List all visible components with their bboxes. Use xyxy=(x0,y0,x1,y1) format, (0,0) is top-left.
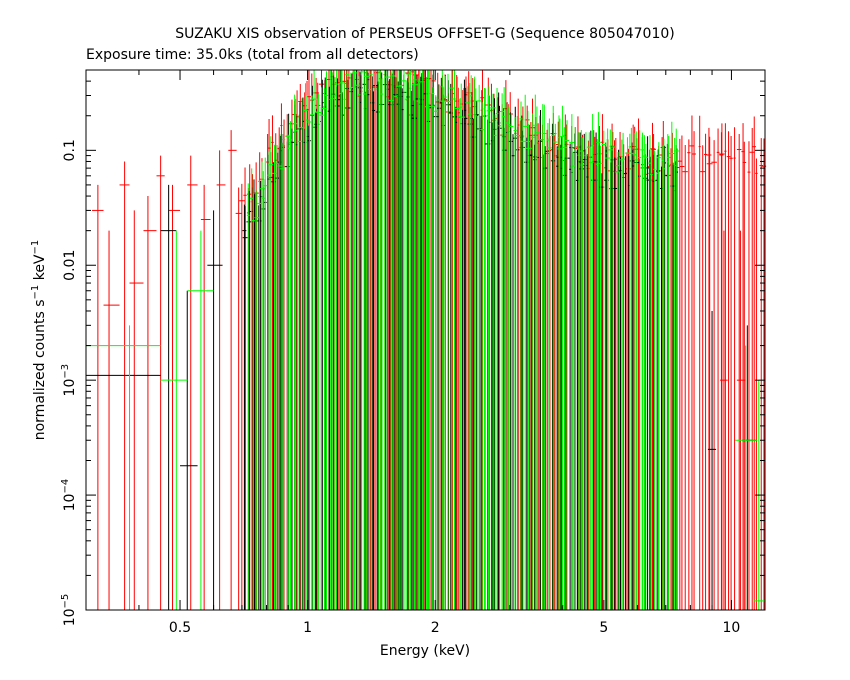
x-tick-label: 2 xyxy=(431,620,440,636)
axis-layer: 0.5 1 2 5 10 0.1 0.01 10−3 10−4 10−5 xyxy=(60,69,765,636)
x-axis-label: Energy (keV) xyxy=(380,643,470,659)
chart-title: SUZAKU XIS observation of PERSEUS OFFSET… xyxy=(175,26,674,42)
x-tick-label: 5 xyxy=(599,620,608,636)
x-tick-label: 0.5 xyxy=(169,620,191,636)
series-2 xyxy=(86,69,765,610)
series-0 xyxy=(86,70,758,610)
y-axis-label-mid: keV xyxy=(32,254,48,285)
data-layer xyxy=(86,69,767,610)
y-axis-label-sup1: −1 xyxy=(30,285,41,300)
x-tick-label: 1 xyxy=(303,620,312,636)
y-tick-label: 10−3 xyxy=(60,364,78,397)
plot-frame xyxy=(85,69,766,611)
y-axis-label-main: normalized counts s xyxy=(32,299,48,440)
y-tick-label: 0.1 xyxy=(62,139,78,161)
y-axis-label: normalized counts s−1 keV−1 xyxy=(30,240,48,441)
y-tick-label: 10−4 xyxy=(60,479,78,512)
chart-subtitle: Exposure time: 35.0ks (total from all de… xyxy=(86,47,419,63)
y-tick-label: 10−5 xyxy=(60,594,78,627)
y-tick-label: 0.01 xyxy=(62,250,78,281)
x-tick-label: 10 xyxy=(723,620,741,636)
y-axis-label-sup2: −1 xyxy=(30,240,41,255)
